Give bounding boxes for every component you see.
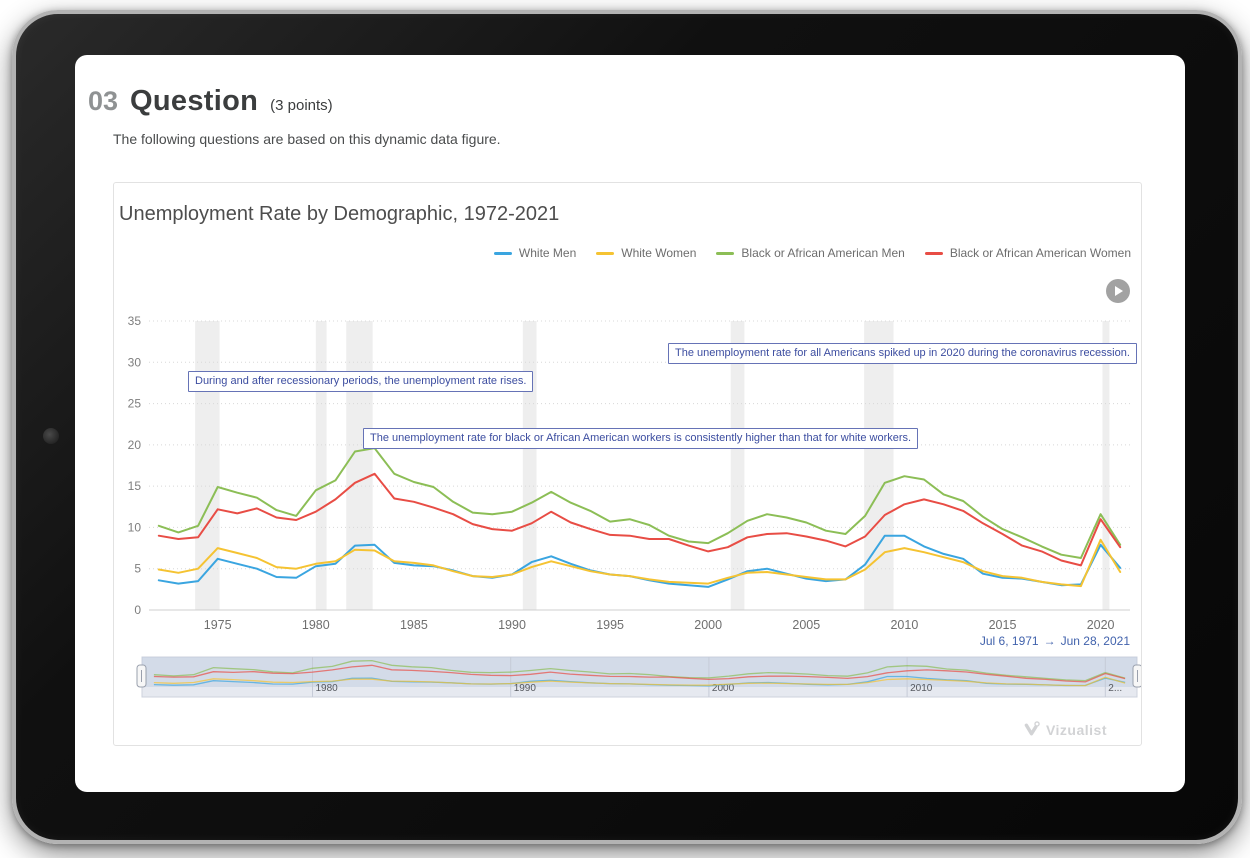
- arrow-right-icon: →: [1043, 634, 1056, 648]
- watermark-label: Vizualist: [1045, 721, 1107, 738]
- x-axis-tick-label: 2005: [792, 618, 820, 632]
- minimap-handle-left[interactable]: [136, 664, 147, 688]
- x-axis-tick-label: 2010: [890, 618, 918, 632]
- question-instructions: The following questions are based on thi…: [113, 131, 501, 147]
- y-axis-tick-label: 35: [128, 314, 142, 328]
- legend-label: White Women: [621, 246, 697, 260]
- y-axis-tick-label: 25: [128, 397, 142, 411]
- vizualist-logo-icon: [1024, 721, 1040, 736]
- legend-swatch: [596, 251, 615, 255]
- chart-annotation: The unemployment rate for black or Afric…: [363, 428, 919, 449]
- question-number: 03: [88, 86, 119, 116]
- y-axis-tick-label: 20: [128, 438, 142, 452]
- y-axis-tick-label: 15: [128, 479, 142, 493]
- minimap-tick-label: 1980: [316, 683, 339, 694]
- legend-item[interactable]: Black or African American Men: [716, 246, 905, 260]
- question-points: (3 points): [270, 97, 333, 114]
- series-line[interactable]: [157, 534, 1122, 588]
- tablet-screen: 03 Question (3 points) The following que…: [75, 55, 1185, 792]
- date-range-start: Jul 6, 1971: [979, 634, 1039, 648]
- x-axis-tick-label: 2015: [989, 618, 1017, 632]
- legend-label: Black or African American Men: [741, 246, 905, 260]
- x-axis-tick-label: 1990: [498, 618, 526, 632]
- legend-item[interactable]: White Women: [596, 246, 696, 260]
- legend-label: Black or African American Women: [949, 246, 1131, 260]
- y-axis-tick-label: 5: [134, 562, 141, 576]
- recession-band: [1102, 321, 1110, 610]
- legend-item[interactable]: Black or African American Women: [924, 246, 1131, 260]
- question-header: 03 Question (3 points): [88, 85, 333, 118]
- x-axis-tick-label: 1995: [596, 618, 624, 632]
- date-range-end: Jun 28, 2021: [1060, 634, 1130, 648]
- chart-card: Unemployment Rate by Demographic, 1972-2…: [113, 182, 1142, 746]
- chart-title: Unemployment Rate by Demographic, 1972-2…: [119, 203, 560, 225]
- minimap-handle-right[interactable]: [1132, 664, 1141, 688]
- minimap-tick-label: 2...: [1108, 683, 1122, 694]
- question-title: Question: [130, 85, 259, 117]
- line-chart[interactable]: 0 5 10 15 20 25 30 35 1975 1980 1985 1990 1995 2000 20…: [114, 183, 1141, 745]
- minimap-tick-label: 2010: [910, 683, 933, 694]
- chart-legend: White Men White Women Black or African Ame…: [493, 246, 1131, 260]
- series-line[interactable]: [157, 447, 1122, 559]
- minimap-tick-label: 1990: [514, 683, 537, 694]
- y-axis-tick-label: 10: [128, 520, 142, 534]
- legend-label: White Men: [518, 246, 577, 260]
- recession-band: [315, 321, 327, 610]
- date-range[interactable]: Jul 6, 1971 → Jun 28, 2021: [980, 634, 1130, 648]
- tablet-camera: [43, 428, 59, 444]
- legend-swatch: [716, 251, 735, 255]
- x-axis-tick-label: 2000: [694, 618, 722, 632]
- chart-annotation: The unemployment rate for all Americans …: [668, 343, 1137, 364]
- play-icon: [1115, 286, 1123, 296]
- legend-item[interactable]: White Men: [493, 246, 577, 260]
- legend-swatch: [493, 251, 512, 255]
- tablet-frame: 03 Question (3 points) The following que…: [12, 10, 1242, 844]
- x-axis-tick-label: 1985: [400, 618, 428, 632]
- minimap-timeline[interactable]: 1980 1990 2000 2010 2...: [136, 656, 1141, 698]
- x-axis-tick-label: 1975: [204, 618, 232, 632]
- series-line[interactable]: [157, 538, 1122, 588]
- play-button[interactable]: [1106, 279, 1130, 303]
- vizualist-watermark: Vizualist: [1023, 721, 1107, 738]
- legend-swatch: [924, 251, 943, 255]
- y-axis-tick-label: 0: [134, 603, 141, 617]
- recession-band: [522, 321, 537, 610]
- recession-band: [346, 321, 373, 610]
- minimap-series-line: [153, 676, 1126, 687]
- chart-annotation: During and after recessionary periods, t…: [188, 371, 534, 392]
- main-plot: 0 5 10 15 20 25 30 35 1975 1980 1985 1990 1995 2000 20…: [128, 314, 1130, 632]
- recession-band: [730, 321, 745, 610]
- recession-band: [864, 321, 894, 610]
- x-axis-tick-label: 2020: [1087, 618, 1115, 632]
- series-line[interactable]: [157, 472, 1122, 567]
- minimap-tick-label: 2000: [712, 683, 735, 694]
- minimap-series-line: [153, 664, 1126, 683]
- x-axis-tick-label: 1980: [302, 618, 330, 632]
- y-axis-tick-label: 30: [128, 355, 142, 369]
- minimap-series-line: [153, 659, 1126, 682]
